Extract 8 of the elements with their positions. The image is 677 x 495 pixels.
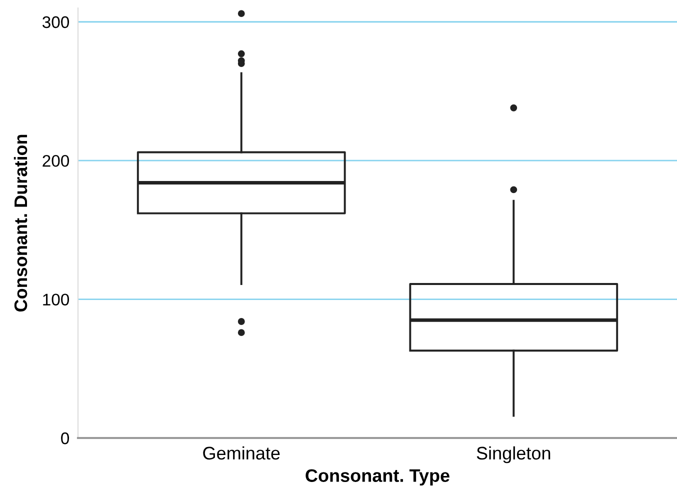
y-axis-title: Consonant. Duration [14, 134, 28, 312]
x-tick-label: Singleton [476, 446, 550, 464]
y-tick-label: 200 [42, 154, 70, 167]
x-axis-title: Consonant. Type [306, 469, 450, 486]
y-tick-label: 300 [42, 16, 70, 28]
x-tick-label: Geminate [203, 446, 280, 460]
y-tick-label: 100 [43, 294, 70, 306]
y-tick-label: 0 [61, 432, 70, 444]
